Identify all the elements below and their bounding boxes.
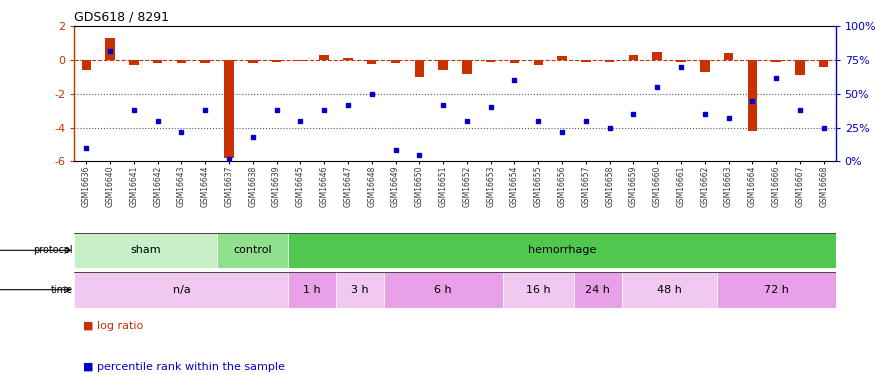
Bar [319, 55, 329, 60]
Bar [557, 56, 567, 60]
Bar [621, 272, 717, 308]
Text: ■ log ratio: ■ log ratio [83, 321, 144, 331]
Bar [200, 60, 210, 63]
Bar [130, 60, 138, 65]
Bar [510, 60, 519, 63]
Bar [391, 60, 400, 63]
Bar [502, 272, 574, 308]
Bar [367, 60, 376, 64]
Bar [272, 60, 282, 62]
Text: time: time [51, 285, 73, 295]
Bar [574, 272, 621, 308]
Bar [105, 38, 115, 60]
Text: 48 h: 48 h [656, 285, 682, 295]
Bar [153, 60, 163, 63]
Text: sham: sham [130, 245, 161, 255]
Bar [336, 272, 383, 308]
Text: 6 h: 6 h [434, 285, 452, 295]
Bar [605, 60, 614, 62]
Bar [462, 60, 472, 74]
Text: protocol: protocol [33, 245, 73, 255]
Text: 3 h: 3 h [351, 285, 368, 295]
Text: n/a: n/a [172, 285, 190, 295]
Bar [724, 53, 733, 60]
Bar [74, 232, 217, 268]
Text: ■ percentile rank within the sample: ■ percentile rank within the sample [83, 363, 285, 372]
Bar [717, 272, 836, 308]
Text: control: control [234, 245, 272, 255]
Bar [486, 60, 495, 62]
Text: 1 h: 1 h [304, 285, 321, 295]
Bar [581, 60, 591, 62]
Text: GDS618 / 8291: GDS618 / 8291 [74, 11, 170, 24]
Bar [217, 232, 289, 268]
Bar [653, 52, 662, 60]
Text: hemorrhage: hemorrhage [528, 245, 596, 255]
Bar [81, 60, 91, 70]
Bar [700, 60, 710, 72]
Bar [534, 60, 543, 65]
Bar [676, 60, 686, 62]
Bar [289, 232, 836, 268]
Bar [383, 272, 502, 308]
Bar [177, 60, 186, 63]
Bar [628, 55, 638, 60]
Bar [74, 272, 289, 308]
Bar [415, 60, 424, 77]
Text: 16 h: 16 h [526, 285, 550, 295]
Bar [819, 60, 829, 67]
Bar [795, 60, 805, 75]
Bar [289, 272, 336, 308]
Bar [296, 60, 305, 61]
Bar [772, 60, 780, 62]
Text: 24 h: 24 h [585, 285, 610, 295]
Bar [343, 58, 353, 60]
Bar [224, 60, 234, 158]
Bar [248, 60, 257, 63]
Bar [747, 60, 757, 131]
Bar [438, 60, 448, 70]
Text: 72 h: 72 h [764, 285, 788, 295]
